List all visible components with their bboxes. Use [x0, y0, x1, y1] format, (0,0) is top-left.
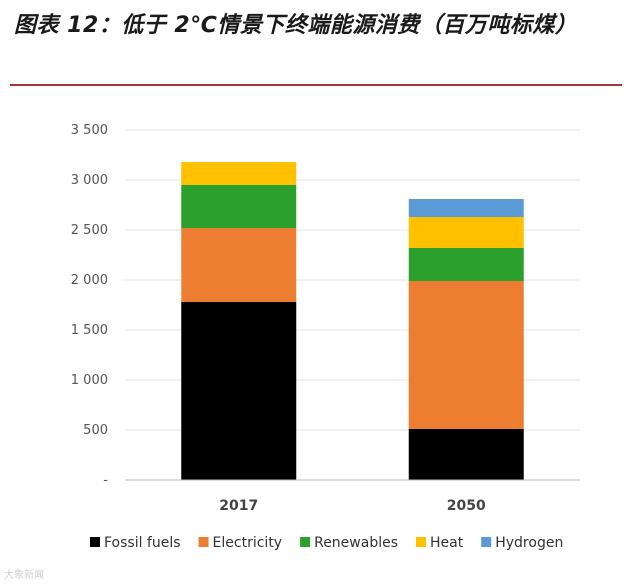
- y-tick-label: 3 000: [71, 173, 108, 188]
- y-tick-label: -: [103, 473, 108, 488]
- y-tick-label: 2 500: [71, 223, 108, 238]
- bar-segment-electricity-2017: [181, 228, 297, 302]
- y-tick-label: 2 000: [71, 273, 108, 288]
- bar-segment-renewables-2017: [181, 185, 297, 228]
- legend-label-fossil-fuels: Fossil fuels: [104, 535, 181, 551]
- legend-label-heat: Heat: [430, 535, 464, 551]
- legend: Fossil fuels Electricity Renewables Heat Hyd…: [90, 535, 563, 551]
- y-tick-label: 1 500: [71, 323, 108, 338]
- watermark: 大象新闻: [4, 570, 44, 581]
- legend-swatch-renewables: [300, 537, 311, 547]
- bar-segment-fossil-fuels-2017: [181, 302, 297, 480]
- x-tick-label: 2050: [447, 498, 486, 514]
- bar-segment-heat-2050: [408, 217, 524, 248]
- title-divider: [10, 84, 622, 86]
- bar-segment-electricity-2050: [408, 281, 524, 429]
- y-axis-ticks: - 500 1 000 1 500 2 000 2 500 3 000 3 500: [71, 123, 109, 488]
- figure-title: 图表 12：低于 2℃情景下终端能源消费（百万吨标煤）: [14, 13, 578, 38]
- legend-swatch-fossil-fuels: [90, 537, 100, 547]
- y-tick-label: 500: [83, 423, 108, 438]
- bar-segment-fossil-fuels-2050: [408, 429, 524, 480]
- legend-label-electricity: Electricity: [213, 535, 283, 551]
- y-tick-label: 3 500: [71, 123, 108, 138]
- bars: [181, 162, 524, 480]
- y-tick-label: 1 000: [71, 373, 108, 388]
- bar-segment-renewables-2050: [408, 248, 524, 281]
- legend-swatch-electricity: [198, 537, 209, 547]
- legend-swatch-heat: [416, 537, 427, 547]
- bar-segment-hydrogen-2050: [408, 199, 524, 217]
- x-tick-label: 2017: [219, 498, 258, 514]
- legend-label-hydrogen: Hydrogen: [495, 535, 563, 551]
- x-axis-ticks: 2017 2050: [219, 498, 486, 514]
- legend-label-renewables: Renewables: [314, 535, 398, 551]
- bar-segment-heat-2017: [181, 162, 297, 185]
- legend-swatch-hydrogen: [481, 537, 492, 547]
